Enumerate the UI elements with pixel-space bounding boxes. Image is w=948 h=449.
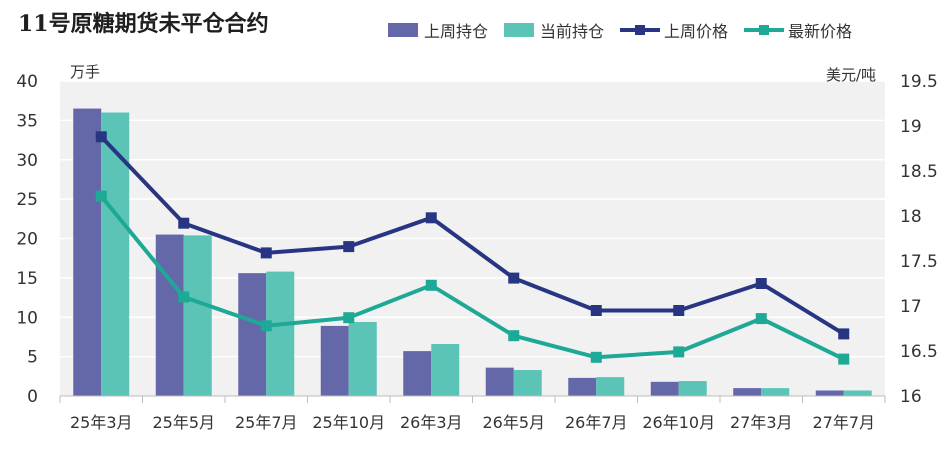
y-right-tick-label: 19 (900, 117, 922, 137)
bar-curr-holding (596, 377, 625, 396)
y-right-tick-label: 17.5 (900, 252, 938, 272)
x-tick-label: 26年7月 (565, 413, 628, 432)
y-right-tick-label: 16 (900, 387, 922, 407)
y-left-tick-label: 5 (27, 348, 38, 368)
x-tick-label: 25年5月 (152, 413, 215, 432)
x-tick-label: 26年5月 (482, 413, 545, 432)
legend-line-prev-price (620, 23, 661, 37)
legend-swatch-prev-holding (388, 23, 418, 37)
bar-curr-holding (843, 390, 872, 396)
y-left-tick-label: 25 (16, 190, 38, 210)
chart-legend: 上周持仓 当前持仓 上周价格 最新价格 (388, 18, 868, 42)
legend-item-latest-price: 最新价格 (744, 18, 852, 42)
legend-swatch-curr-holding (504, 23, 535, 37)
point-prev-price (590, 305, 602, 316)
y-left-tick-label: 35 (16, 111, 38, 131)
legend-label-prev-holding: 上周持仓 (424, 22, 489, 41)
bar-prev-holding (485, 367, 514, 396)
bar-curr-holding (348, 321, 377, 396)
point-latest-price (260, 320, 272, 332)
bar-prev-holding (733, 388, 762, 396)
bar-curr-holding (761, 388, 790, 396)
left-axis-unit: 万手 (70, 63, 100, 81)
x-tick-label: 25年7月 (235, 413, 298, 432)
point-latest-price (755, 313, 767, 325)
legend-label-curr-holding: 当前持仓 (540, 22, 605, 41)
point-prev-price (178, 217, 190, 229)
x-tick-label: 27年7月 (812, 413, 875, 432)
bar-curr-holding (513, 370, 542, 396)
point-prev-price (260, 247, 272, 259)
bar-prev-holding (238, 273, 267, 396)
right-axis-unit: 美元/吨 (826, 66, 876, 84)
bar-curr-holding (183, 235, 212, 396)
bar-prev-holding (73, 108, 102, 396)
y-right-tick-label: 16.5 (900, 342, 938, 362)
y-left-tick-label: 10 (16, 308, 38, 328)
point-prev-price (838, 328, 850, 340)
point-latest-price (838, 353, 850, 365)
series-line-latest-price (99, 194, 845, 361)
x-tick-label: 25年10月 (312, 413, 385, 432)
point-prev-price (755, 278, 767, 289)
point-prev-price (425, 212, 437, 224)
bar-curr-holding (101, 112, 130, 396)
legend-label-prev-price: 上周价格 (664, 22, 729, 41)
y-right-tick-label: 18.5 (900, 162, 938, 182)
legend-label-latest-price: 最新价格 (788, 22, 853, 41)
series-line-prev-price (99, 135, 845, 336)
point-latest-price (673, 346, 685, 358)
y-left-tick-label: 20 (16, 230, 38, 250)
x-tick-label: 25年3月 (70, 413, 133, 432)
point-prev-price (508, 272, 520, 284)
bar-prev-holding (568, 377, 597, 396)
legend-item-prev-price: 上周价格 (620, 18, 728, 42)
point-latest-price (95, 190, 107, 202)
x-tick-label: 27年3月 (730, 413, 793, 432)
y-left-tick-label: 40 (16, 72, 38, 92)
y-right-tick-label: 17 (900, 297, 922, 317)
bar-prev-holding (403, 351, 432, 396)
bar-prev-holding (320, 325, 349, 396)
y-left-tick-label: 0 (27, 387, 38, 407)
bar-prev-holding (815, 390, 844, 396)
y-left-tick-label: 15 (16, 269, 38, 289)
legend-item-prev-holding: 上周持仓 (388, 18, 488, 42)
point-prev-price (95, 131, 107, 143)
x-tick-label: 26年10月 (642, 413, 715, 432)
bar-prev-holding (650, 381, 679, 396)
point-latest-price (425, 279, 437, 291)
point-latest-price (343, 312, 355, 324)
point-latest-price (508, 330, 520, 342)
bar-prev-holding (155, 234, 184, 396)
y-right-tick-label: 19.5 (900, 72, 938, 92)
legend-line-latest-price (744, 23, 785, 37)
point-prev-price (673, 305, 685, 316)
point-latest-price (178, 291, 190, 303)
point-prev-price (343, 241, 355, 253)
point-latest-price (590, 351, 602, 363)
bar-curr-holding (678, 381, 707, 396)
bar-curr-holding (266, 271, 295, 396)
chart-title: 11号原糖期货未平仓合约 (18, 11, 269, 37)
legend-item-curr-holding: 当前持仓 (504, 18, 604, 42)
bar-curr-holding (431, 344, 460, 396)
y-right-tick-label: 18 (900, 207, 922, 227)
y-left-tick-label: 30 (16, 151, 38, 171)
x-tick-label: 26年3月 (400, 413, 463, 432)
